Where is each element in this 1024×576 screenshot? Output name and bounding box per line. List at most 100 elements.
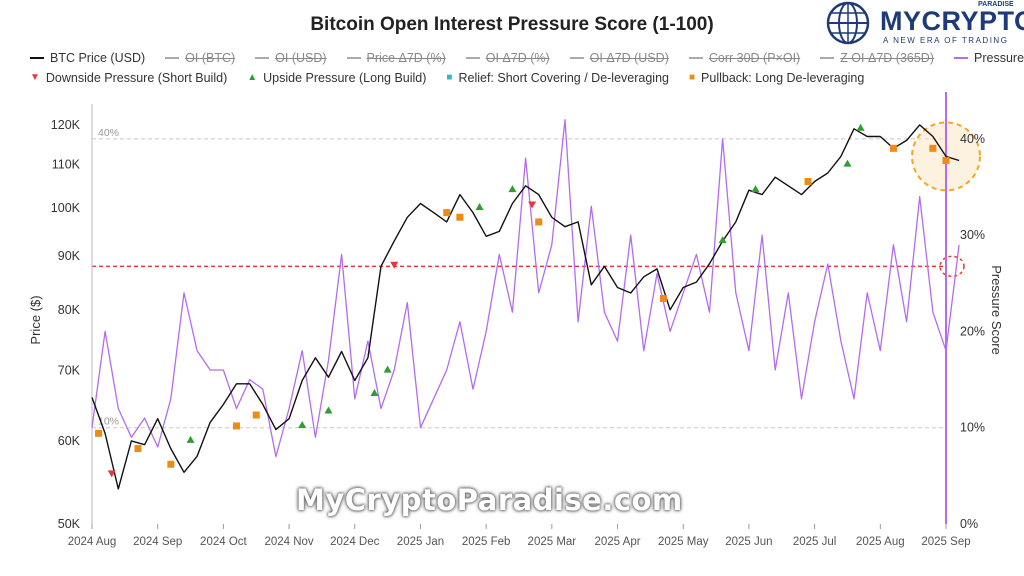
legend-line-swatch bbox=[688, 57, 703, 59]
upside-marker bbox=[718, 236, 727, 244]
chart-title: Bitcoin Open Interest Pressure Score (1-… bbox=[310, 14, 714, 35]
logo-superscript: PARADISE bbox=[978, 1, 1014, 8]
legend-item[interactable]: OI (USD) bbox=[255, 48, 327, 68]
reference-line-label: 10% bbox=[98, 416, 119, 428]
x-tick-label: 2025 Sep bbox=[921, 536, 970, 548]
legend-item[interactable]: ▼ Downside Pressure (Short Build) bbox=[30, 68, 227, 88]
x-tick-label: 2025 Jun bbox=[725, 536, 772, 548]
legend-item[interactable]: Price Δ7D (%) bbox=[346, 48, 446, 68]
x-tick-label: 2025 Mar bbox=[528, 536, 577, 548]
x-tick-label: 2024 Oct bbox=[200, 536, 247, 548]
pullback-marker bbox=[443, 209, 451, 217]
legend-line-swatch bbox=[346, 57, 361, 59]
legend-marker-swatch: ■ bbox=[689, 72, 696, 83]
pullback-marker bbox=[535, 218, 543, 226]
pullback-marker bbox=[233, 422, 241, 430]
y-left-tick-label: 60K bbox=[58, 434, 81, 448]
y-left-axis-title: Price ($) bbox=[28, 295, 43, 344]
legend-marker-swatch: ▲ bbox=[247, 72, 258, 83]
x-tick-label: 2024 Dec bbox=[330, 536, 379, 548]
downside-marker bbox=[107, 470, 116, 478]
chart-legend: BTC Price (USD) OI (BTC) OI (USD) Price Δ7D… bbox=[30, 48, 1024, 88]
x-tick-label: 2025 Apr bbox=[595, 536, 641, 548]
y-right-tick-label: 0% bbox=[960, 517, 978, 531]
x-tick-label: 2024 Aug bbox=[68, 536, 117, 548]
legend-item[interactable]: OI Δ7D (USD) bbox=[569, 48, 669, 68]
legend-label: Upside Pressure (Long Build) bbox=[263, 71, 427, 85]
legend-label: Z OI Δ7D (365D) bbox=[840, 51, 934, 65]
pullback-marker bbox=[804, 177, 812, 185]
x-tick-label: 2025 Aug bbox=[856, 536, 905, 548]
y-left-tick-label: 110K bbox=[52, 158, 81, 172]
x-tick-label: 2025 Jan bbox=[397, 536, 444, 548]
legend-line-swatch bbox=[30, 57, 44, 59]
upside-marker bbox=[298, 420, 307, 428]
pullback-marker bbox=[167, 460, 175, 468]
legend-item[interactable]: ■ Relief: Short Covering / De-leveraging bbox=[446, 68, 669, 88]
y-left-tick-label: 120K bbox=[51, 118, 81, 132]
downside-marker bbox=[528, 201, 537, 209]
pullback-marker bbox=[942, 156, 950, 164]
x-tick-label: 2025 Feb bbox=[462, 536, 511, 548]
x-tick-label: 2024 Nov bbox=[264, 536, 313, 548]
upside-marker bbox=[856, 123, 865, 131]
upside-marker bbox=[843, 159, 852, 167]
upside-marker bbox=[383, 365, 392, 373]
legend-label: Relief: Short Covering / De-leveraging bbox=[458, 71, 669, 85]
legend-label: Pressure Score bbox=[974, 51, 1024, 65]
legend-label: OI Δ7D (USD) bbox=[589, 51, 669, 65]
upside-marker bbox=[751, 185, 760, 193]
brand-logo: MYCRYPTO PARADISE A NEW ERA OF TRADING bbox=[818, 0, 1024, 46]
legend-item[interactable]: OI (BTC) bbox=[165, 48, 235, 68]
y-left-tick-label: 90K bbox=[58, 249, 81, 263]
y-left-tick-label: 100K bbox=[51, 201, 81, 215]
pullback-marker bbox=[95, 429, 103, 437]
legend-item[interactable]: ■ Pullback: Long De-leveraging bbox=[689, 68, 864, 88]
legend-item[interactable]: Z OI Δ7D (365D) bbox=[820, 48, 934, 68]
legend-item[interactable]: BTC Price (USD) bbox=[30, 48, 145, 68]
logo-tagline: A NEW ERA OF TRADING bbox=[883, 36, 1009, 45]
legend-item[interactable]: Corr 30D (P×OI) bbox=[688, 48, 801, 68]
y-right-tick-label: 30% bbox=[960, 228, 985, 242]
logo-wordmark: MYCRYPTO bbox=[880, 6, 1024, 36]
legend-item[interactable]: Pressure Score bbox=[954, 48, 1024, 68]
legend-label: OI Δ7D (%) bbox=[485, 51, 550, 65]
y-right-tick-label: 10% bbox=[960, 421, 985, 435]
x-tick-label: 2025 May bbox=[658, 536, 709, 548]
pullback-marker bbox=[456, 213, 464, 221]
upside-marker bbox=[324, 406, 333, 414]
x-tick-label: 2024 Sep bbox=[133, 536, 182, 548]
legend-line-swatch bbox=[954, 57, 968, 59]
y-left-tick-label: 80K bbox=[58, 303, 81, 317]
y-left-tick-label: 50K bbox=[58, 517, 81, 531]
downside-marker bbox=[390, 261, 399, 269]
legend-label: Price Δ7D (%) bbox=[366, 51, 446, 65]
legend-item[interactable]: ▲ Upside Pressure (Long Build) bbox=[247, 68, 426, 88]
legend-line-swatch bbox=[820, 57, 835, 59]
legend-marker-swatch: ▼ bbox=[30, 72, 40, 83]
legend-label: BTC Price (USD) bbox=[50, 51, 146, 65]
legend-label: OI (BTC) bbox=[185, 51, 236, 65]
threshold-highlight-circle bbox=[939, 255, 965, 278]
legend-marker-swatch: ■ bbox=[446, 72, 453, 83]
upside-marker bbox=[475, 203, 484, 211]
legend-item[interactable]: OI Δ7D (%) bbox=[465, 48, 550, 68]
legend-line-swatch bbox=[165, 57, 180, 59]
globe-icon bbox=[826, 1, 870, 45]
legend-label: OI (USD) bbox=[275, 51, 327, 65]
legend-line-swatch bbox=[255, 57, 270, 59]
btc-price-line bbox=[91, 124, 960, 490]
y-right-axis-title: Pressure Score bbox=[989, 265, 1004, 355]
pullback-marker bbox=[929, 144, 937, 152]
y-right-tick-label: 40% bbox=[960, 132, 985, 146]
pressure-score-line bbox=[91, 118, 960, 458]
y-right-tick-label: 20% bbox=[960, 324, 985, 338]
legend-label: Pullback: Long De-leveraging bbox=[701, 71, 865, 85]
legend-line-swatch bbox=[569, 57, 584, 59]
x-tick-label: 2025 Jul bbox=[793, 536, 836, 548]
legend-label: Corr 30D (P×OI) bbox=[708, 51, 801, 65]
upside-marker bbox=[186, 435, 195, 443]
watermark-text: MyCryptoParadise.com bbox=[296, 483, 683, 517]
upside-marker bbox=[508, 185, 517, 193]
